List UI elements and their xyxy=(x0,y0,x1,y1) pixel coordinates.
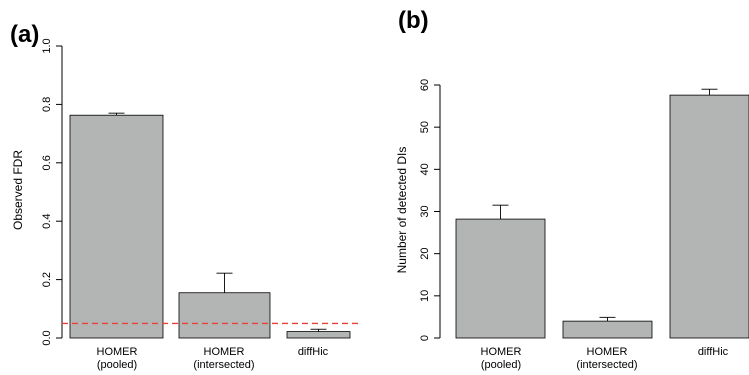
category-label: HOMER xyxy=(587,346,628,358)
category-label: (intersected) xyxy=(193,359,254,371)
y-tick-label: 0.4 xyxy=(41,214,53,229)
y-tick-label: 1.0 xyxy=(41,38,53,53)
y-tick-label: 60 xyxy=(419,79,431,91)
category-label: (pooled) xyxy=(481,359,521,371)
y-tick-label: 0 xyxy=(419,335,431,341)
y-axis-title: Number of detected DIs xyxy=(395,147,409,274)
category-label: HOMER xyxy=(97,346,138,358)
bar xyxy=(669,94,749,339)
y-tick-label: 20 xyxy=(419,248,431,260)
bar xyxy=(178,292,271,339)
y-tick-label: 0.2 xyxy=(41,272,53,287)
bar xyxy=(69,114,164,339)
category-label: (pooled) xyxy=(97,359,137,371)
category-label: HOMER xyxy=(204,346,245,358)
y-tick-label: 10 xyxy=(419,290,431,302)
category-label: HOMER xyxy=(481,346,522,358)
y-axis-title: Observed FDR xyxy=(11,150,25,230)
bar xyxy=(455,218,546,339)
panel-b: (b) 0 10 20 30 40 50 60 Number of detected DIs H… xyxy=(395,7,749,371)
y-tick-label: 50 xyxy=(419,121,431,133)
y-tick-label: 0.6 xyxy=(41,155,53,170)
panel-b-label: (b) xyxy=(398,7,429,34)
bar xyxy=(286,331,351,339)
category-label: diffHic xyxy=(698,346,729,358)
category-label: (intersected) xyxy=(576,359,637,371)
panel-a-label: (a) xyxy=(10,21,39,48)
y-tick-label: 0.8 xyxy=(41,97,53,112)
category-label: diffHic xyxy=(298,346,329,358)
y-tick-label: 0.0 xyxy=(41,330,53,345)
y-tick-label: 30 xyxy=(419,205,431,217)
y-tick-label: 40 xyxy=(419,163,431,175)
bar xyxy=(562,320,653,339)
